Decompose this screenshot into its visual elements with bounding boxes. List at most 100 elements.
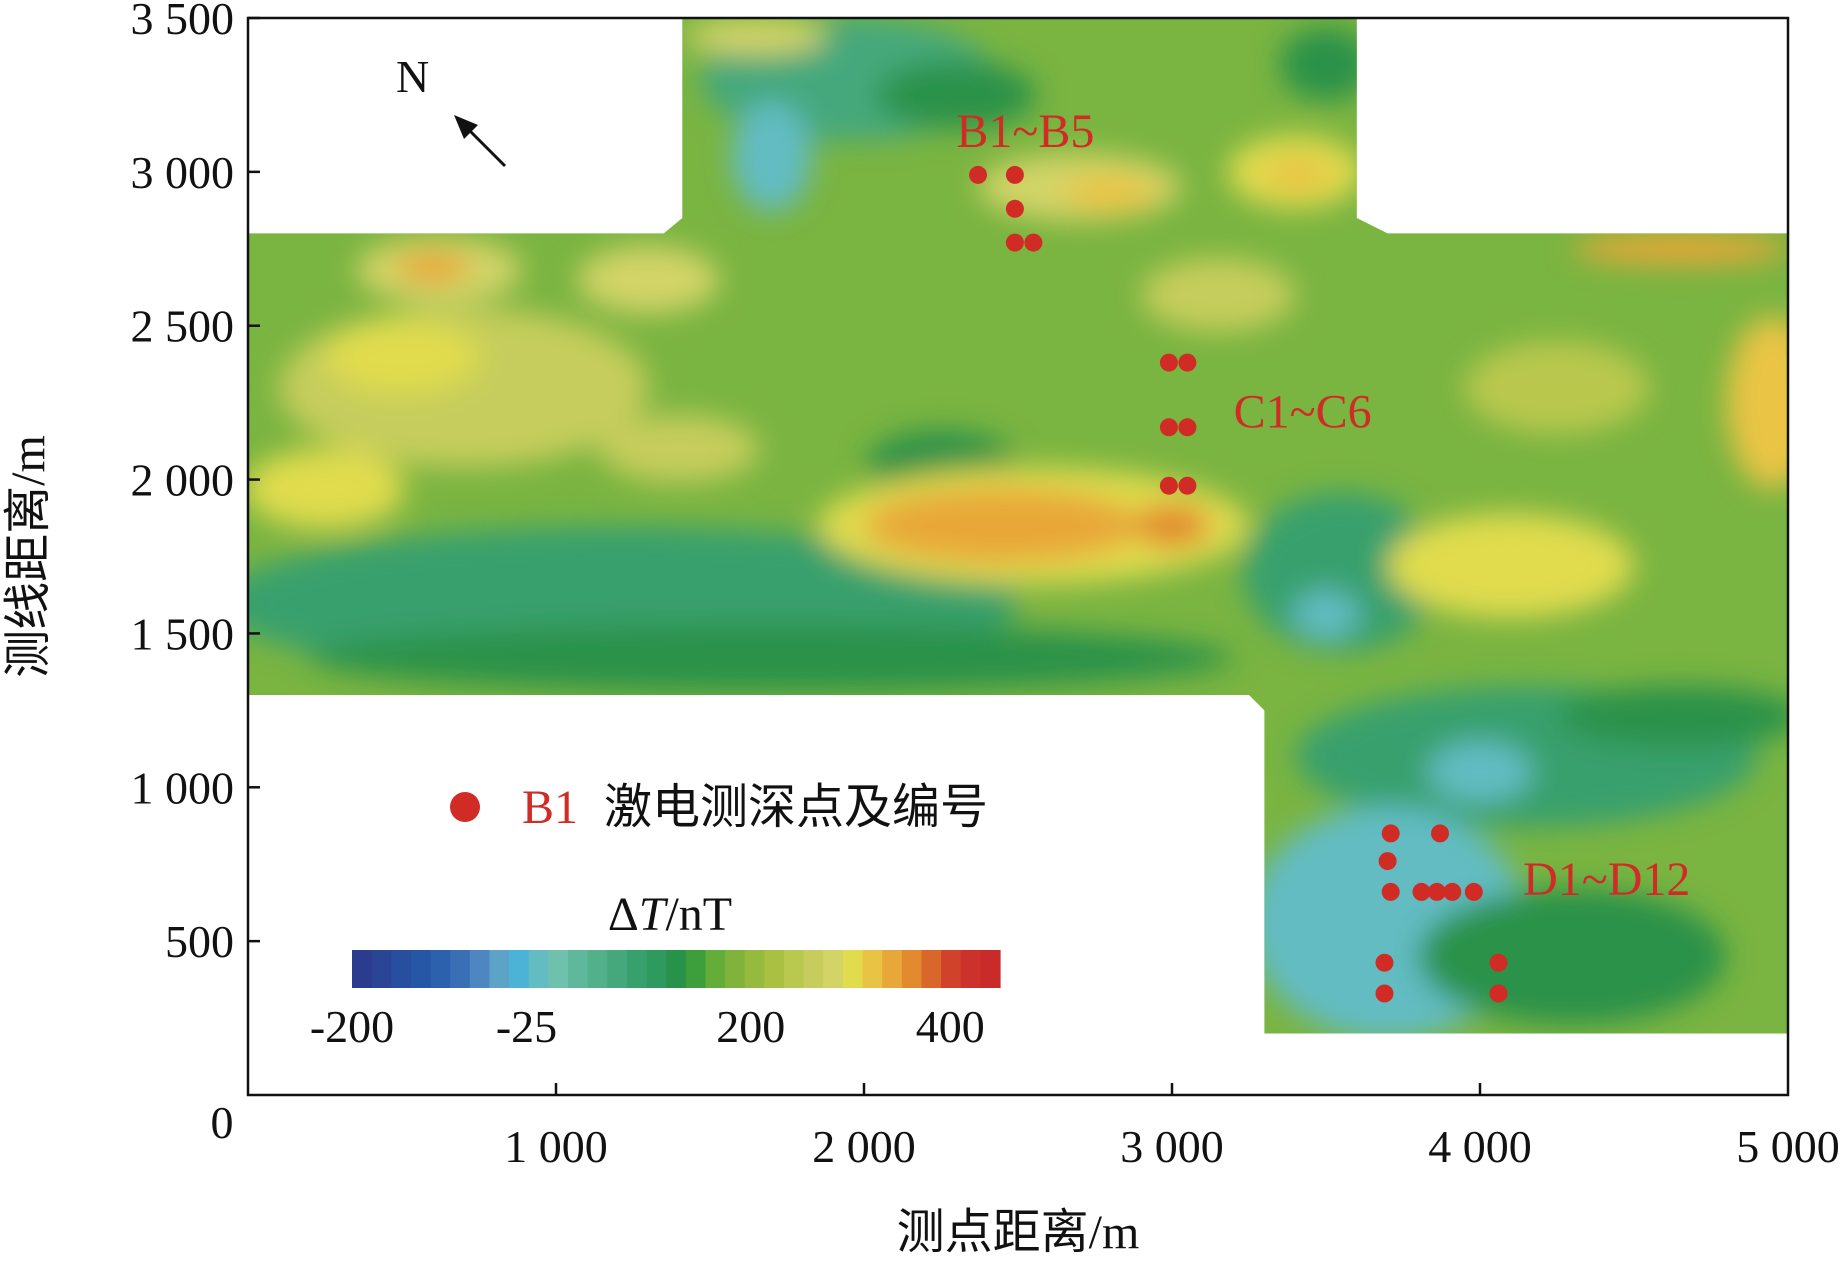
sounding-point: [1159, 418, 1178, 437]
colorbar-swatch: [685, 950, 707, 988]
colorbar-swatch: [450, 950, 471, 988]
north-arrow-icon: [468, 129, 507, 168]
colorbar-swatch: [626, 950, 648, 988]
sounding-point: [1443, 882, 1462, 901]
sounding-group-B1~B5: B1~B5: [956, 105, 1094, 252]
colorbar-swatch: [509, 950, 530, 988]
anomaly-zone-34: [1557, 685, 1788, 748]
sounding-point: [1427, 882, 1446, 901]
colorbar-swatch: [842, 950, 864, 988]
group-label: B1~B5: [956, 105, 1094, 158]
anomaly-zone-29: [1292, 590, 1360, 640]
colorbar-swatch: [410, 950, 432, 988]
x-tick-label: 5 000: [1736, 1121, 1840, 1172]
colorbar-swatch: [764, 950, 785, 988]
sounding-point: [1431, 824, 1449, 843]
colorbar-swatch: [862, 950, 883, 988]
legend-code: B1: [522, 781, 578, 834]
colorbar-swatch: [744, 950, 765, 988]
y-tick-label: 3 500: [131, 0, 235, 44]
colorbar-swatch: [391, 950, 412, 988]
north-arrow-head-icon: [454, 115, 478, 139]
colorbar-swatch: [980, 950, 1001, 988]
sounding-point: [1178, 476, 1197, 495]
anomaly-zone-16: [1064, 174, 1157, 212]
colorbar-swatch: [803, 950, 824, 988]
x-tick-label: 3 000: [1120, 1121, 1224, 1172]
legend-entry: B1 激电测深点及编号: [522, 781, 988, 834]
colorbar-swatch: [725, 950, 746, 988]
colorbar-swatch: [548, 950, 569, 988]
sounding-point: [1381, 882, 1400, 901]
x-tick-label: 2 000: [812, 1121, 916, 1172]
colorbar-title-unit: /nT: [665, 888, 732, 941]
sounding-group-C1~C6: C1~C6: [1159, 353, 1372, 495]
anomaly-zone-13: [876, 61, 1037, 129]
anomaly-zone-18: [1264, 156, 1333, 194]
sounding-point: [969, 165, 987, 184]
colorbar-swatch: [568, 950, 589, 988]
anomaly-zone-22: [1135, 504, 1209, 548]
colorbar-swatch: [823, 950, 844, 988]
colorbar-swatch: [352, 950, 373, 988]
sounding-point: [1375, 953, 1394, 972]
colorbar-swatch: [528, 950, 549, 988]
colorbar-tick-label: -200: [310, 1001, 394, 1052]
anomaly-zone-7: [599, 415, 760, 483]
anomaly-zone-27: [1242, 491, 1440, 652]
anomaly-zone-12: [731, 101, 812, 212]
colorbar-tick-label: 200: [716, 1001, 785, 1052]
colorbar-swatch: [646, 950, 667, 988]
x-axis-title: 测点距离/m: [897, 1206, 1140, 1259]
colorbar-swatch: [469, 950, 491, 988]
legend: B1 激电测深点及编号: [450, 781, 988, 834]
sounding-point: [1159, 353, 1178, 372]
x-tick-label: 4 000: [1428, 1121, 1532, 1172]
sounding-point: [1005, 199, 1024, 218]
sounding-point: [1178, 418, 1197, 437]
sounding-point: [1375, 984, 1394, 1003]
anomaly-zone-33: [1418, 888, 1727, 1025]
sounding-point: [1378, 852, 1397, 871]
y-tick-label: 500: [165, 916, 234, 967]
y-axis-title: 测线距离/m: [2, 435, 55, 678]
y-tick-label: 2 500: [131, 301, 235, 352]
sounding-point: [1178, 353, 1197, 372]
anomaly-zone-2: [248, 448, 406, 529]
anomaly-zone-28: [1387, 513, 1635, 618]
colorbar-swatch: [882, 950, 903, 988]
legend-marker-icon: [450, 792, 480, 822]
colorbar: ΔT/nT -200 -25 200 400: [310, 888, 1001, 1052]
colorbar-swatch: [941, 950, 962, 988]
colorbar-tick-label: -25: [496, 1001, 557, 1052]
north-label: N: [396, 51, 429, 102]
colorbar-tick-label: 400: [916, 1001, 985, 1052]
colorbar-swatch: [960, 950, 981, 988]
anomaly-zone-25: [1726, 316, 1788, 489]
group-label: C1~C6: [1234, 385, 1372, 438]
north-arrow: N: [396, 51, 507, 168]
colorbar-swatch: [607, 950, 628, 988]
sounding-point: [1489, 984, 1508, 1003]
sounding-point: [1381, 824, 1400, 843]
y-tick-label: 1 500: [131, 608, 235, 659]
anomaly-zone-14: [685, 18, 827, 55]
anomaly-zone-19: [1279, 27, 1373, 102]
group-label: D1~D12: [1523, 853, 1690, 906]
sounding-point: [1005, 233, 1024, 252]
anomaly-zone-3: [325, 319, 479, 394]
sounding-point: [1464, 882, 1483, 901]
y-tick-label: 2 000: [131, 455, 235, 506]
y-tick-label: 3 000: [131, 147, 235, 198]
sounding-point: [1489, 953, 1508, 972]
colorbar-swatch: [371, 950, 392, 988]
colorbar-swatch: [784, 950, 805, 988]
colorbar-title: ΔT/nT: [608, 888, 732, 941]
plot-frame: [246, 16, 1790, 1097]
colorbar-swatch: [901, 950, 923, 988]
colorbar-swatch: [587, 950, 608, 988]
colorbar-swatch: [430, 950, 451, 988]
colorbar-title-variable: T: [639, 888, 669, 941]
